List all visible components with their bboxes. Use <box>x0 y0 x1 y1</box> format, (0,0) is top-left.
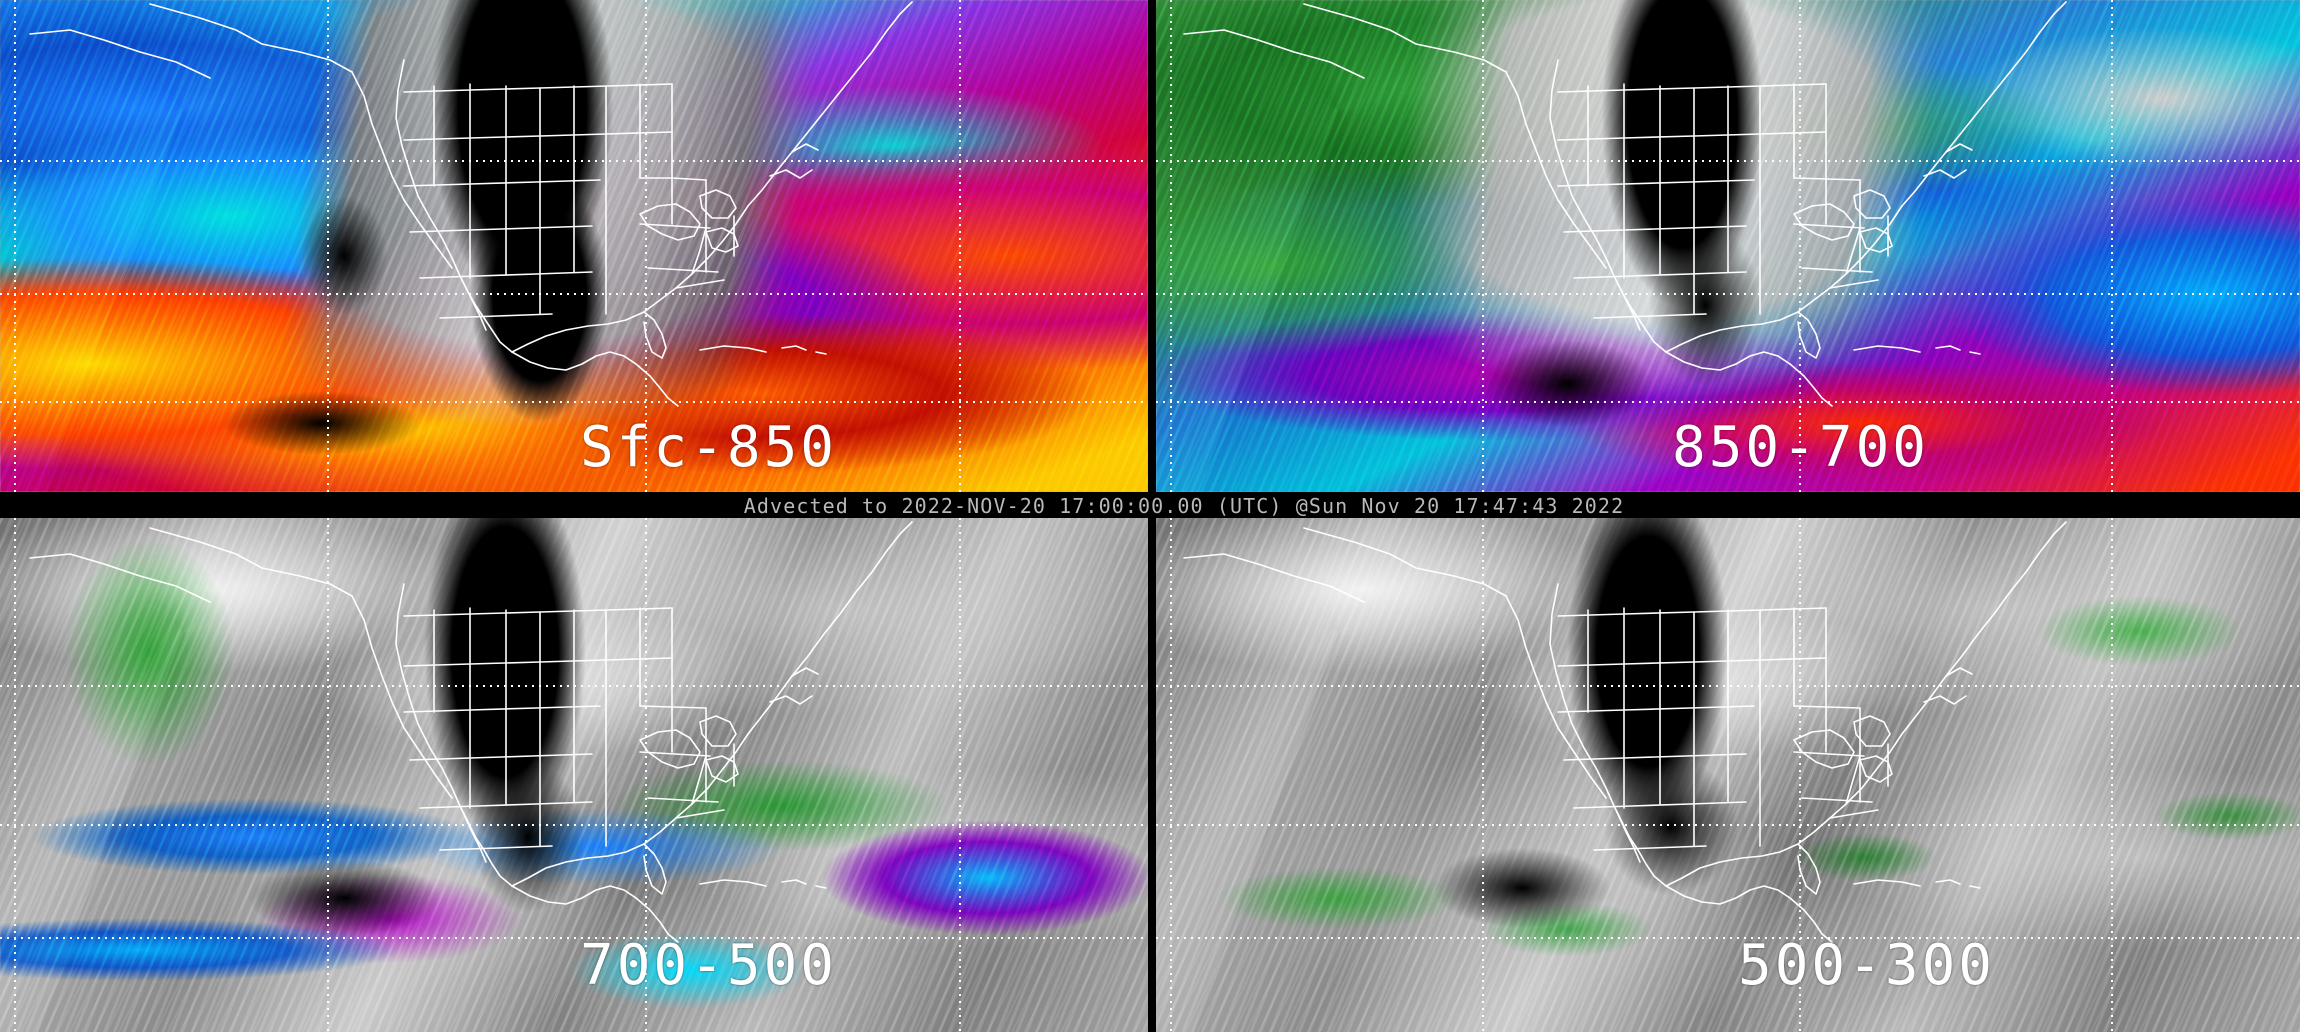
timestamp-caption-bar: Advected to 2022-NOV-20 17:00:00.00 (UTC… <box>712 494 1656 518</box>
dry-mask-field <box>0 0 1148 492</box>
panel-850-700[interactable] <box>1156 0 2300 492</box>
panel-label-sfc-850: Sfc-850 <box>580 415 838 480</box>
panel-label-850-700: 850-700 <box>1672 415 1930 480</box>
panel-500-300[interactable] <box>1156 518 2300 1032</box>
dry-mask-field <box>1156 518 2300 1032</box>
panel-label-500-300: 500-300 <box>1738 933 1996 998</box>
panel-label-700-500: 700-500 <box>580 933 838 998</box>
dry-mask-field <box>0 518 1148 1032</box>
timestamp-caption-text: Advected to 2022-NOV-20 17:00:00.00 (UTC… <box>743 494 1625 518</box>
panel-sfc-850[interactable] <box>0 0 1148 492</box>
panel-700-500[interactable] <box>0 518 1148 1032</box>
